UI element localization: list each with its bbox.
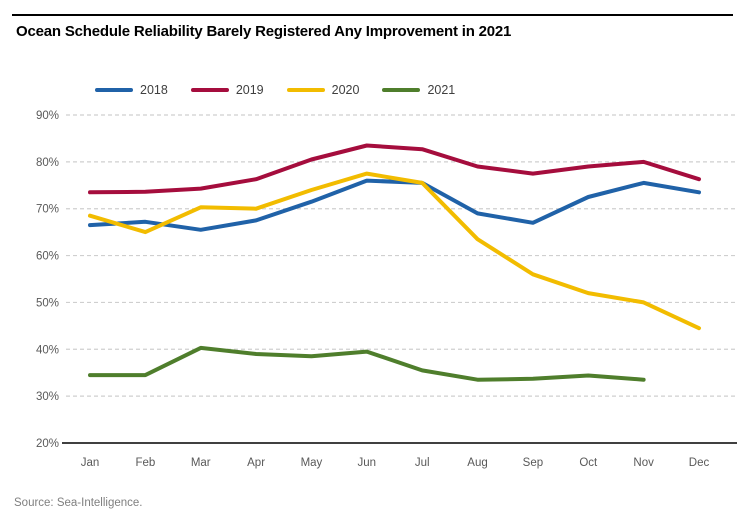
series-line-2021	[88, 345, 646, 382]
y-tick-label: 90%	[36, 110, 59, 122]
legend-label-2021: 2021	[427, 83, 456, 97]
x-tick-label: Dec	[689, 457, 710, 469]
legend-swatch-2021	[382, 88, 421, 92]
x-tick-label: Apr	[247, 457, 265, 469]
source-note: Source: Sea-Intelligence.	[14, 497, 143, 509]
legend-label-2020: 2020	[331, 83, 360, 97]
legend-swatch-2020	[286, 88, 325, 92]
y-tick-label: 50%	[36, 297, 59, 309]
x-tick-label: May	[301, 457, 323, 469]
y-tick-label: 60%	[36, 251, 59, 263]
y-tick-label: 20%	[36, 438, 59, 450]
title-rule	[12, 14, 733, 16]
legend: 2018 2019 2020 2021	[95, 83, 455, 97]
y-tick-label: 70%	[36, 204, 59, 216]
legend-item-2018: 2018	[95, 83, 168, 97]
x-tick-label: Nov	[633, 457, 654, 469]
x-tick-label: Aug	[467, 457, 487, 469]
x-tick-label: Sep	[523, 457, 543, 469]
legend-item-2021: 2021	[382, 83, 455, 97]
x-tick-label: Mar	[191, 457, 211, 469]
x-tick-label: Jan	[81, 457, 100, 469]
legend-swatch-2019	[190, 88, 229, 92]
y-tick-label: 80%	[36, 157, 59, 169]
y-tick-label: 30%	[36, 391, 59, 403]
y-tick-label: 40%	[36, 344, 59, 356]
x-tick-label: Oct	[579, 457, 598, 469]
series-line-2018	[88, 178, 701, 232]
legend-item-2019: 2019	[190, 83, 264, 97]
legend-label-2018: 2018	[140, 83, 168, 97]
series-line-2019	[88, 143, 701, 195]
chart-title: Ocean Schedule Reliability Barely Regist…	[16, 23, 512, 40]
x-tick-label: Jun	[358, 457, 377, 469]
legend-item-2020: 2020	[286, 83, 360, 97]
x-tick-label: Feb	[135, 457, 155, 469]
series-line-2020	[88, 171, 701, 331]
legend-label-2019: 2019	[235, 83, 264, 97]
x-tick-label: Jul	[415, 457, 430, 469]
legend-swatch-2018	[95, 88, 133, 92]
